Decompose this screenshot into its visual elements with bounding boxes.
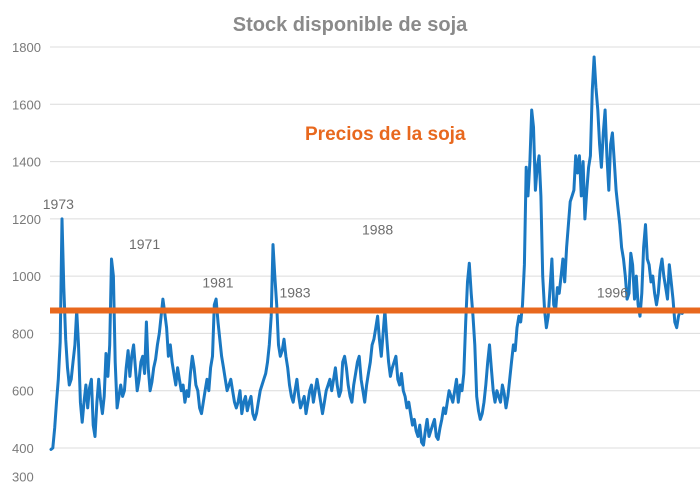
- peak-label-1983: 1983: [279, 285, 310, 301]
- series-line: [49, 55, 686, 451]
- peak-label-1981: 1981: [202, 275, 233, 291]
- peak-label-1971: 1971: [129, 236, 160, 252]
- y-tick-label-1200: 1200: [12, 212, 41, 227]
- y-tick-label-1600: 1600: [12, 97, 41, 112]
- peak-label-1973: 1973: [43, 196, 74, 212]
- y-tick-label-600: 600: [12, 384, 34, 399]
- y-tick-label-800: 800: [12, 326, 34, 341]
- y-tick-label-1800: 1800: [12, 40, 41, 55]
- peak-label-1988: 1988: [362, 222, 393, 238]
- y-tick-label-300: 300: [12, 470, 34, 485]
- chart-title: Stock disponible de soja: [232, 14, 468, 36]
- y-tick-label-1000: 1000: [12, 269, 41, 284]
- peak-year-labels: 197319711981198319881996200320082012: [43, 196, 628, 301]
- y-tick-label-400: 400: [12, 441, 34, 456]
- reference-line-annotation: Precios de la soja: [305, 124, 466, 145]
- soy-stock-series-line: [49, 55, 686, 451]
- y-axis-tick-labels: 300 400 600 800 1000 1200 1400 1600 1800: [12, 40, 41, 485]
- peak-label-1996: 1996: [597, 285, 628, 301]
- y-tick-label-1400: 1400: [12, 155, 41, 170]
